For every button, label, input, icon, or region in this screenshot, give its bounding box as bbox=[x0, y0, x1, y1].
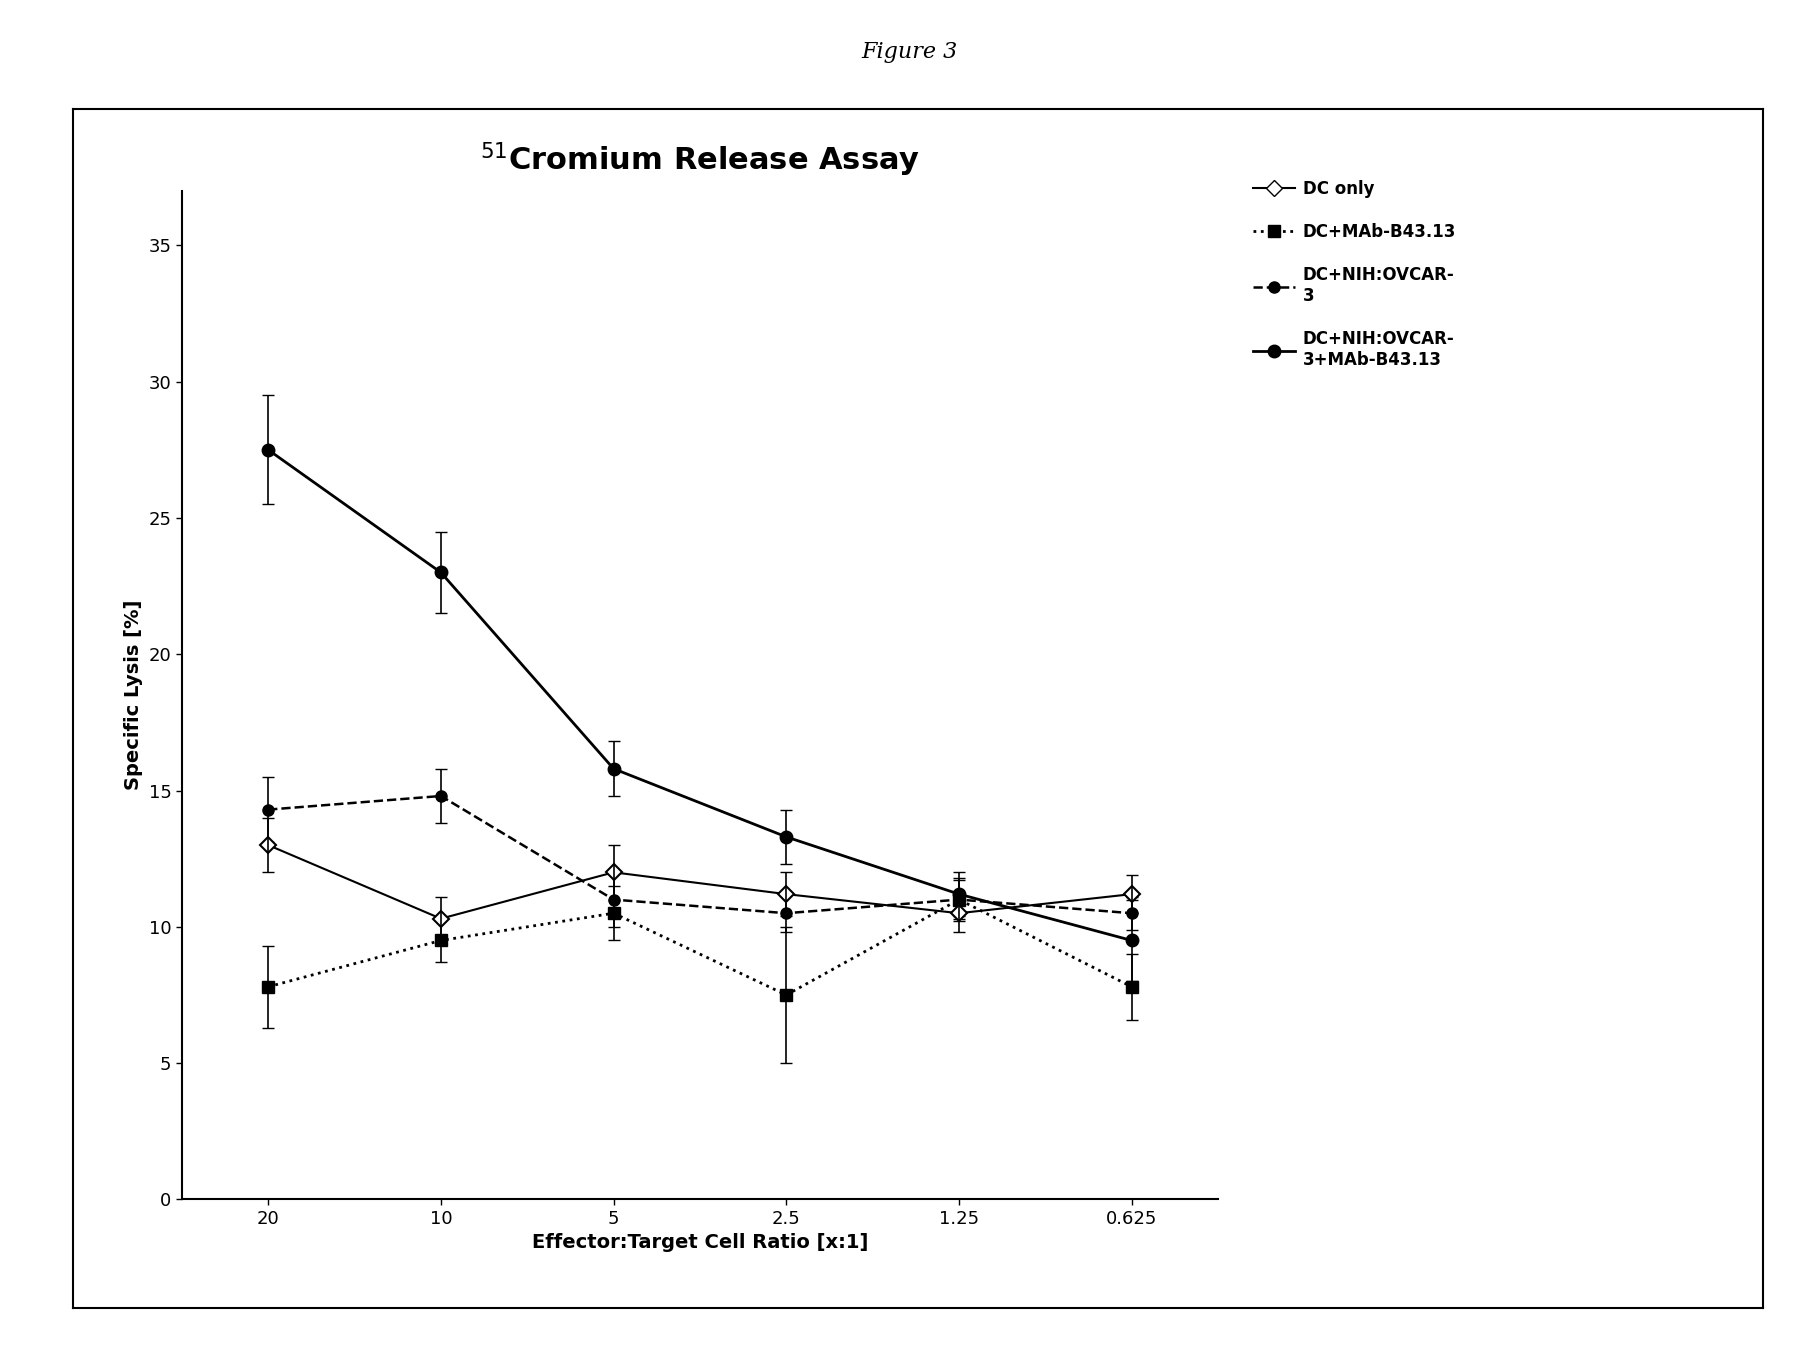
Legend: DC only, DC+MAb-B43.13, DC+NIH:OVCAR-
3, DC+NIH:OVCAR-
3+MAb-B43.13: DC only, DC+MAb-B43.13, DC+NIH:OVCAR- 3,… bbox=[1245, 172, 1465, 378]
X-axis label: Effector:Target Cell Ratio [x:1]: Effector:Target Cell Ratio [x:1] bbox=[531, 1234, 869, 1253]
Title: $^{51}$Cromium Release Assay: $^{51}$Cromium Release Assay bbox=[480, 140, 920, 179]
Text: Figure 3: Figure 3 bbox=[862, 41, 956, 63]
Y-axis label: Specific Lysis [%]: Specific Lysis [%] bbox=[124, 600, 144, 791]
